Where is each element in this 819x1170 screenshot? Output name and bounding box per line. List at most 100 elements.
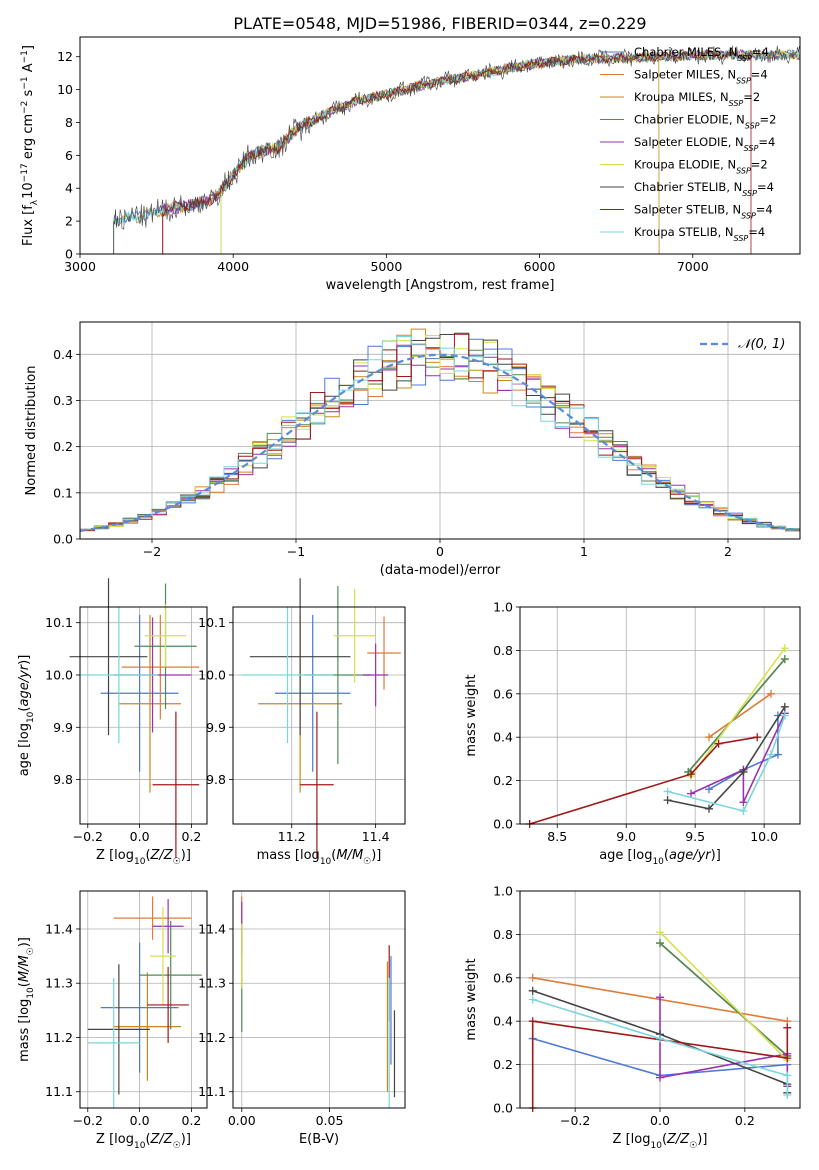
label-part: ☉ bbox=[689, 1141, 697, 1151]
y-tick-label: 0.8 bbox=[493, 643, 513, 658]
label-part: mass [ bbox=[257, 848, 300, 863]
label-part: 10 bbox=[26, 987, 36, 999]
legend-count: =4 bbox=[748, 225, 765, 239]
y-tick-label: 6 bbox=[65, 148, 73, 163]
x-tick-label: 8.5 bbox=[547, 829, 567, 844]
x-tick-label: 0.0 bbox=[650, 1113, 670, 1128]
legend-name: Salpeter STELIB, N bbox=[634, 203, 741, 217]
label-part: E(B-V) bbox=[299, 1132, 339, 1147]
legend-sub: SSP bbox=[741, 211, 756, 220]
label-part: Z [ bbox=[613, 1132, 631, 1147]
label-part: log bbox=[300, 848, 320, 863]
weight-marker-8 bbox=[767, 750, 776, 759]
x-tick-label: 4000 bbox=[217, 259, 249, 274]
weight-vs-age-panel: 8.5 9.0 9.5 10.0 0.0 0.2 0.4 0.6 0.8 1.0 age [log1… bbox=[464, 600, 801, 867]
legend-name: Chabrier MILES, N bbox=[634, 45, 737, 59]
label-part: ☉ bbox=[26, 947, 36, 955]
weight-marker-8 bbox=[663, 787, 672, 796]
legend-sub: SSP bbox=[729, 99, 744, 108]
weight-marker-6 bbox=[739, 767, 748, 776]
legend-sub: SSP bbox=[737, 54, 752, 63]
label-part: 10 bbox=[134, 857, 146, 867]
label-part: age/yr bbox=[669, 848, 712, 863]
weight-vs-metallicity-panel: −0.2 0.0 0.2 0.0 0.2 0.4 0.6 0.8 1.0 Z [log10(Z/Z… bbox=[464, 884, 801, 1151]
y-tick-label: 9.8 bbox=[206, 772, 226, 787]
legend-sub: SSP bbox=[745, 121, 760, 130]
legend-sub: SSP bbox=[742, 189, 757, 198]
spectrum-panel: 3000 4000 5000 6000 7000 0 2 4 6 8 10 12 Chabrier MI… bbox=[20, 36, 801, 293]
legend-label: Kroupa STELIB, NSSP=4 bbox=[634, 225, 765, 243]
x-tick-label: 3000 bbox=[64, 259, 96, 274]
y-tick-label: 0.0 bbox=[53, 532, 73, 547]
weight-line-5 bbox=[659, 931, 788, 1061]
label-part: log bbox=[633, 848, 653, 863]
y-tick-label: 11.3 bbox=[198, 976, 226, 991]
legend-count: =2 bbox=[751, 158, 768, 172]
weight-marker-3 bbox=[780, 655, 789, 664]
weight-marker-4 bbox=[687, 789, 696, 798]
label-part: age [ bbox=[17, 743, 32, 776]
legend-name: Salpeter MILES, N bbox=[634, 68, 736, 82]
weight-marker-7 bbox=[783, 1023, 792, 1032]
y-tick-label: 0.2 bbox=[493, 773, 513, 788]
weight-line-3 bbox=[687, 658, 786, 773]
weight-marker-1 bbox=[767, 689, 776, 698]
y-tick-label: 11.3 bbox=[45, 976, 73, 991]
y-axis-label: mass weight bbox=[464, 958, 479, 1040]
label-part: −1 bbox=[20, 50, 30, 63]
y-tick-label: 9.8 bbox=[53, 772, 73, 787]
legend-name: Kroupa ELODIE, N bbox=[634, 158, 736, 172]
weight-marker-0 bbox=[773, 750, 782, 759]
y-tick-label: 0.4 bbox=[493, 1014, 513, 1029]
y-tick-label: 10.0 bbox=[45, 667, 73, 682]
x-axis-label: Z [log10(Z/Z☉)] bbox=[96, 848, 191, 867]
y-tick-label: 10 bbox=[57, 82, 73, 97]
y-tick-label: 11.2 bbox=[45, 1030, 73, 1045]
y-tick-label: 9.9 bbox=[53, 720, 73, 735]
weight-marker-8 bbox=[528, 995, 537, 1004]
weight-marker-5 bbox=[656, 928, 664, 937]
x-axis-label: (data-model)/error bbox=[380, 563, 501, 578]
y-tick-label: 12 bbox=[57, 49, 73, 64]
label-part: age/yr bbox=[17, 663, 32, 706]
x-tick-label: −0.2 bbox=[73, 829, 103, 844]
weight-line-3 bbox=[659, 942, 788, 1057]
weight-marker-7 bbox=[714, 739, 723, 748]
weight-line-8 bbox=[532, 998, 789, 1095]
weight-marker-7 bbox=[753, 733, 762, 742]
residual-histogram-panel: −2 −1 0 1 2 0.0 0.1 0.2 0.3 0.4 𝒩(0, 1) (data-model… bbox=[24, 321, 801, 578]
label-part: ( bbox=[17, 707, 32, 712]
legend-label: Salpeter ELODIE, NSSP=4 bbox=[634, 135, 775, 153]
weight-marker-4 bbox=[739, 798, 748, 807]
label-part: ☉ bbox=[173, 1141, 181, 1151]
label-part: −2 bbox=[20, 101, 30, 114]
label-part: ( bbox=[145, 1132, 150, 1147]
weight-marker-7 bbox=[687, 770, 696, 779]
legend-count: =4 bbox=[758, 135, 775, 149]
y-axis-label: Flux [fλ10−17 erg cm−2 s−1 A−1] bbox=[20, 45, 40, 246]
label-part: mass weight bbox=[464, 674, 479, 756]
legend-label: Chabrier ELODIE, NSSP=2 bbox=[634, 113, 776, 131]
weight-marker-8 bbox=[783, 1071, 792, 1080]
mass-vs-metallicity-panel: −0.2 0.0 0.211.111.211.311.4Z [log10(Z/Z☉)… bbox=[17, 890, 208, 1151]
gaussian-curve bbox=[79, 353, 801, 532]
spectrum-line-6 bbox=[113, 45, 800, 254]
label-part: )] bbox=[181, 848, 191, 863]
x-axis-label: mass [log10(M/M☉)] bbox=[257, 848, 382, 867]
legend-name: Kroupa MILES, N bbox=[634, 90, 729, 104]
legend-name: Chabrier STELIB, N bbox=[634, 180, 742, 194]
legend-count: =2 bbox=[743, 90, 760, 104]
label-part: 10 bbox=[26, 711, 36, 723]
x-tick-label: 0.00 bbox=[228, 1113, 256, 1128]
legend-label: Chabrier MILES, NSSP=4 bbox=[634, 45, 769, 63]
legend-label: Salpeter STELIB, NSSP=4 bbox=[634, 203, 773, 221]
weight-line-7 bbox=[529, 736, 758, 825]
x-axis-label: age [log10(age/yr)] bbox=[599, 848, 721, 867]
legend-sub: SSP bbox=[744, 144, 759, 153]
legend-sub: SSP bbox=[734, 234, 749, 243]
y-tick-label: 10.1 bbox=[45, 615, 73, 630]
y-axis-label: Normed distribution bbox=[24, 366, 39, 496]
x-axis-label: Z [log10(Z/Z☉)] bbox=[96, 1132, 191, 1151]
label-part: log bbox=[114, 848, 134, 863]
